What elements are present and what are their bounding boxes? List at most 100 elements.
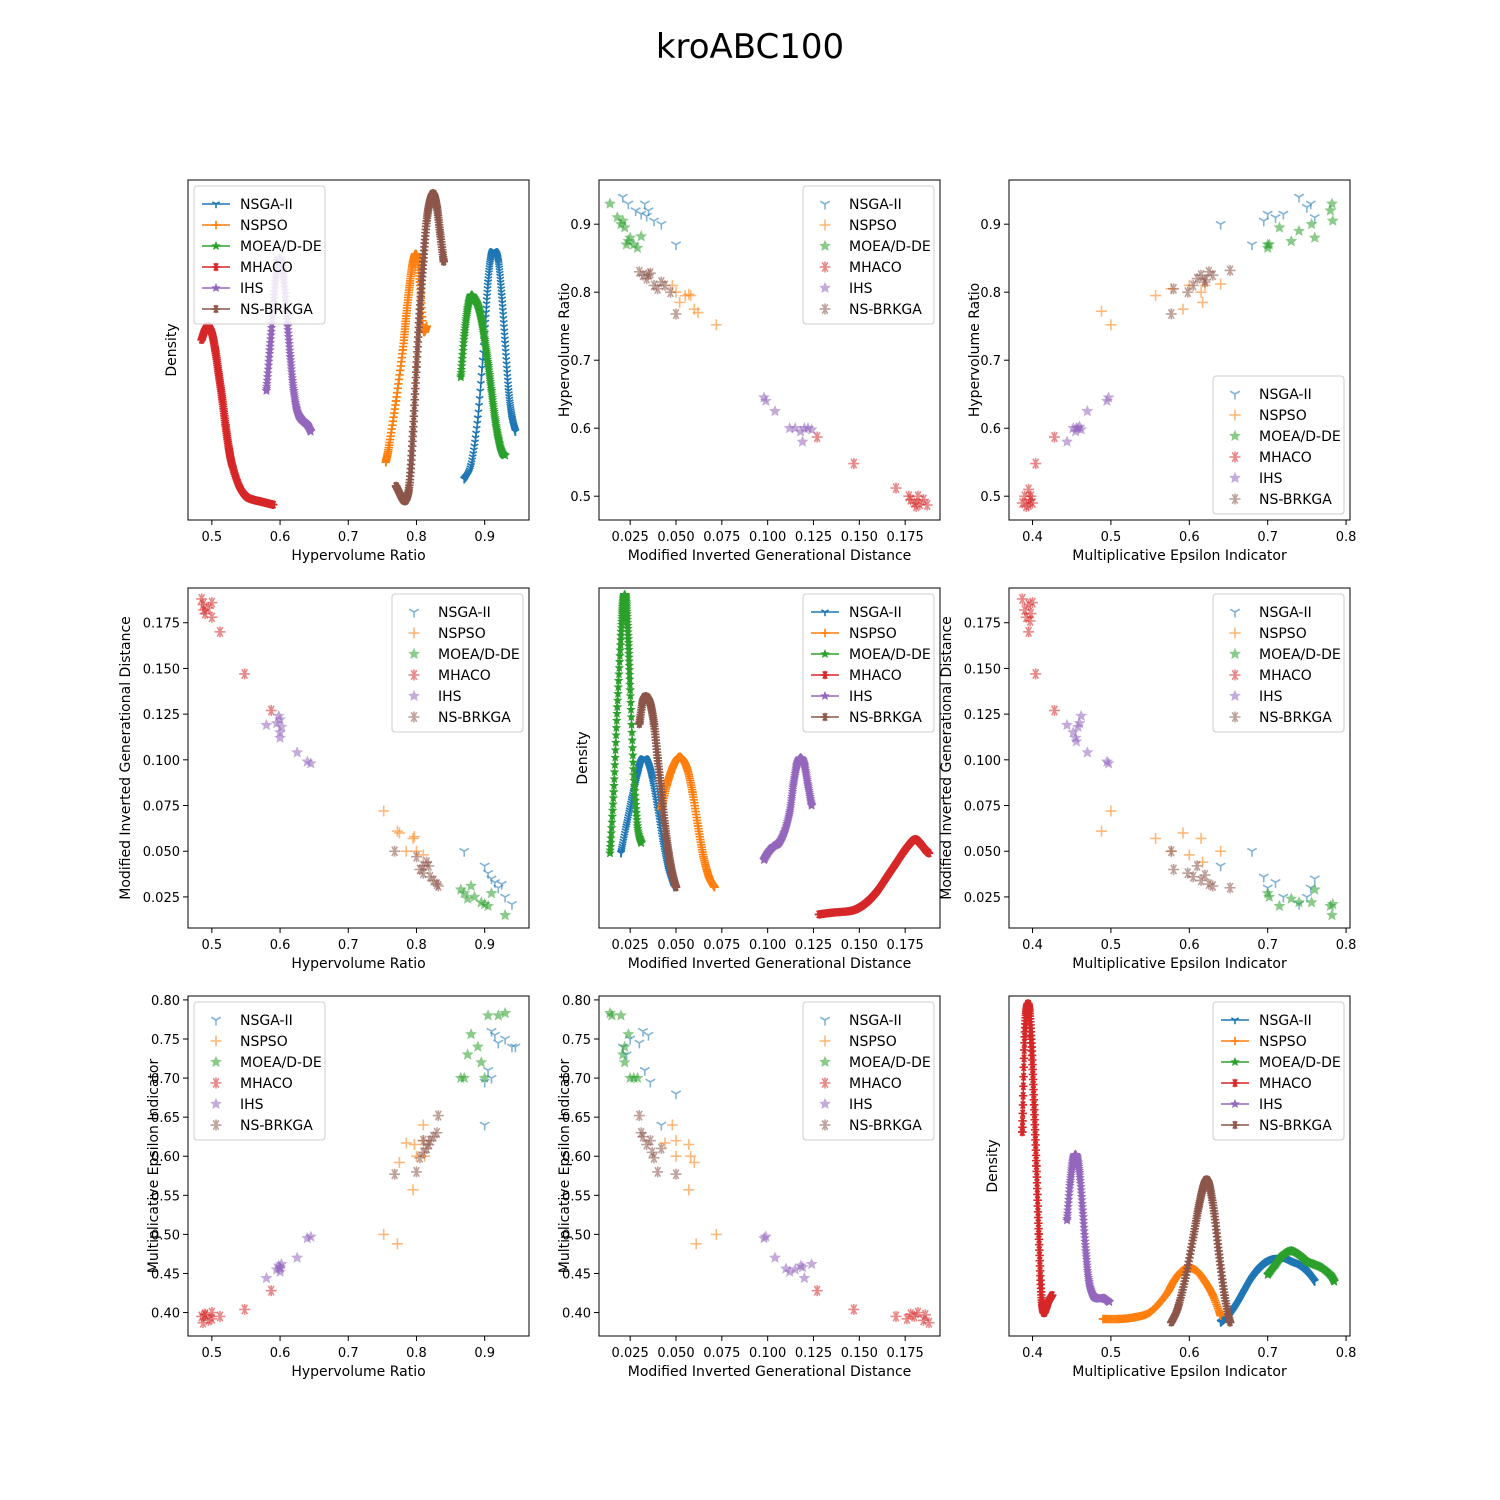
data-point: [417, 1119, 429, 1131]
data-point: [769, 404, 781, 417]
series-moea-d-de: [456, 290, 510, 460]
data-point: [891, 859, 901, 868]
y-tick-label: 0.75: [562, 1033, 591, 1048]
legend-label: MOEA/D-DE: [240, 239, 322, 255]
data-point: [668, 869, 677, 878]
legend-label: MHACO: [849, 260, 902, 276]
data-point: [688, 787, 697, 797]
y-tick-label: 0.7: [980, 354, 1001, 369]
series-ns-brkga: [389, 845, 444, 892]
data-point: [882, 872, 892, 882]
data-point: [605, 848, 615, 858]
data-point: [262, 498, 271, 508]
legend-entry: IHS: [819, 1097, 873, 1113]
series-nsga-ii: [459, 847, 518, 910]
data-point: [1065, 1178, 1075, 1188]
data-point: [1326, 897, 1339, 910]
legend-label: NSGA-II: [1259, 605, 1312, 621]
data-point: [408, 257, 418, 266]
x-tick-label: 0.7: [1257, 1346, 1278, 1361]
data-point: [795, 753, 806, 763]
data-point: [501, 340, 510, 348]
y-tick-label: 0.8: [980, 286, 1001, 301]
x-tick-label: 0.075: [703, 938, 740, 953]
data-point: [1104, 1297, 1115, 1307]
plot-area-p11: [197, 189, 520, 509]
data-point: [629, 770, 639, 780]
data-point: [1041, 1304, 1051, 1313]
y-axis-label: Hypervolume Ratio: [557, 283, 573, 417]
data-point: [645, 1078, 656, 1088]
data-point: [1195, 832, 1207, 844]
density-marker: [626, 704, 636, 714]
data-point: [638, 696, 648, 705]
data-point: [1168, 283, 1180, 295]
series-moea-d-de: [604, 197, 648, 254]
data-point: [660, 821, 670, 831]
data-point: [1032, 1161, 1041, 1171]
legend-label: NS-BRKGA: [240, 302, 313, 318]
legend-marker: [1229, 429, 1241, 442]
data-point: [639, 1066, 650, 1076]
data-point: [1255, 1265, 1264, 1273]
data-point: [378, 805, 390, 817]
data-point: [1270, 1259, 1281, 1269]
data-point: [788, 780, 799, 790]
data-point: [506, 900, 518, 910]
legend-marker: [820, 609, 830, 617]
data-point: [493, 433, 504, 443]
series-nsga-ii: [460, 247, 520, 484]
x-tick-label: 0.5: [202, 1346, 223, 1361]
data-point: [211, 345, 220, 355]
data-point: [805, 423, 818, 435]
data-point: [759, 1230, 772, 1242]
legend-entry: MOEA/D-DE: [1229, 647, 1341, 663]
data-point: [670, 1168, 682, 1180]
data-point: [1034, 1229, 1043, 1239]
data-point: [1246, 847, 1258, 857]
legend-marker: [1229, 608, 1241, 618]
density-marker: [627, 742, 638, 752]
data-point: [688, 1156, 700, 1168]
data-point: [1025, 1005, 1034, 1014]
data-point: [465, 1028, 478, 1040]
legend-entry: NSPSO: [811, 626, 897, 642]
series-nsga-ii: [1215, 193, 1320, 251]
data-point: [915, 838, 925, 848]
legend-marker: [820, 628, 830, 638]
series-ns-brkga: [1167, 1175, 1235, 1327]
x-tick-label: 0.6: [270, 938, 291, 953]
figure-title: kroABC100: [656, 27, 844, 67]
x-tick-label: 0.5: [1101, 530, 1122, 545]
density-marker: [612, 708, 622, 718]
data-point: [759, 855, 769, 865]
y-tick-label: 0.6: [570, 422, 591, 437]
data-point: [796, 435, 809, 447]
subplot-grid: 0.5 0.6 0.7 0.8 0.9 Hypervolume Ratio Density N…: [118, 179, 1356, 1380]
legend-entry: IHS: [1229, 471, 1283, 487]
data-point: [1192, 1267, 1202, 1276]
data-point: [616, 1048, 629, 1060]
density-marker: [606, 822, 617, 832]
data-point: [1150, 290, 1162, 302]
legend-box: [802, 1001, 935, 1141]
density-marker: [608, 793, 619, 803]
data-point: [285, 351, 296, 361]
density-marker: [1063, 1198, 1074, 1208]
legend-entry: MHACO: [819, 260, 902, 276]
data-point: [811, 1285, 823, 1297]
data-point: [665, 286, 676, 298]
data-point: [1177, 827, 1189, 839]
data-point: [415, 305, 425, 314]
data-point: [228, 461, 237, 470]
y-tick-label: 0.075: [964, 800, 1001, 815]
data-point: [1168, 864, 1180, 876]
data-point: [412, 362, 421, 372]
legend-label: NSGA-II: [240, 1013, 293, 1029]
data-point: [465, 879, 478, 892]
data-point: [274, 731, 287, 743]
density-marker: [458, 345, 468, 355]
legend: NSGA-II NSPSO MOEA/D-DE MHACO IHS NS-BRKGA: [1212, 375, 1345, 515]
data-point: [704, 872, 714, 882]
data-point: [1261, 238, 1274, 250]
